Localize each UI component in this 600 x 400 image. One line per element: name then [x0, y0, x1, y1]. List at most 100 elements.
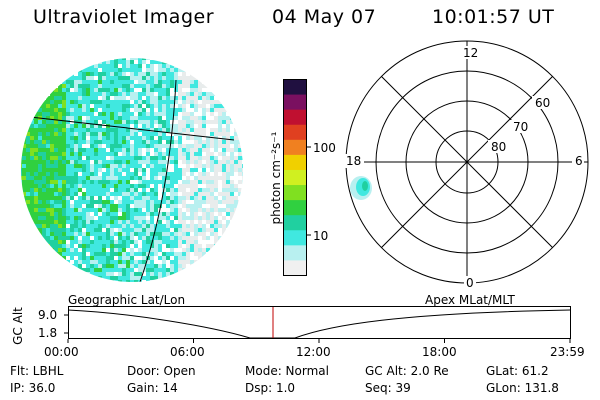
- image-pixel: [38, 144, 42, 148]
- image-pixel: [94, 128, 98, 132]
- image-pixel: [142, 60, 146, 64]
- image-pixel: [54, 192, 58, 196]
- image-pixel: [170, 204, 174, 208]
- image-pixel: [90, 272, 94, 276]
- image-pixel: [230, 204, 234, 208]
- image-pixel: [54, 156, 58, 160]
- image-pixel: [186, 160, 190, 164]
- image-pixel: [222, 208, 226, 212]
- image-pixel: [66, 144, 70, 148]
- image-pixel: [70, 168, 74, 172]
- image-pixel: [106, 224, 110, 228]
- image-pixel: [126, 220, 130, 224]
- image-pixel: [70, 228, 74, 232]
- image-pixel: [190, 196, 194, 200]
- image-pixel: [54, 248, 58, 252]
- image-pixel: [94, 132, 98, 136]
- image-pixel: [74, 132, 78, 136]
- image-pixel: [126, 60, 130, 64]
- image-pixel: [46, 240, 50, 244]
- image-pixel: [26, 176, 30, 180]
- image-pixel: [186, 156, 190, 160]
- image-pixel: [82, 220, 86, 224]
- image-pixel: [122, 216, 126, 220]
- image-pixel: [198, 144, 202, 148]
- image-pixel: [42, 144, 46, 148]
- image-pixel: [126, 112, 130, 116]
- image-pixel: [218, 164, 222, 168]
- image-pixel: [206, 124, 210, 128]
- image-pixel: [146, 220, 150, 224]
- image-pixel: [106, 200, 110, 204]
- image-pixel: [174, 200, 178, 204]
- image-pixel: [162, 128, 166, 132]
- image-pixel: [86, 152, 90, 156]
- image-pixel: [78, 224, 82, 228]
- image-pixel: [186, 252, 190, 256]
- image-pixel: [54, 204, 58, 208]
- image-pixel: [98, 204, 102, 208]
- image-pixel: [158, 192, 162, 196]
- image-pixel: [122, 240, 126, 244]
- image-pixel: [114, 248, 118, 252]
- image-pixel: [198, 228, 202, 232]
- colorbar-segment: [283, 109, 307, 126]
- image-pixel: [110, 264, 114, 268]
- image-pixel: [190, 224, 194, 228]
- image-pixel: [214, 240, 218, 244]
- image-pixel: [86, 204, 90, 208]
- image-pixel: [178, 192, 182, 196]
- image-pixel: [50, 200, 54, 204]
- image-pixel: [146, 120, 150, 124]
- image-pixel: [230, 172, 234, 176]
- image-pixel: [94, 184, 98, 188]
- image-pixel: [94, 212, 98, 216]
- image-pixel: [234, 176, 238, 180]
- image-pixel: [174, 236, 178, 240]
- image-pixel: [122, 136, 126, 140]
- image-pixel: [82, 92, 86, 96]
- image-pixel: [166, 108, 170, 112]
- image-pixel: [126, 144, 130, 148]
- image-pixel: [134, 156, 138, 160]
- image-pixel: [214, 212, 218, 216]
- colorbar-segment: [283, 94, 307, 111]
- image-pixel: [150, 256, 154, 260]
- image-pixel: [222, 228, 226, 232]
- image-pixel: [130, 280, 134, 282]
- image-pixel: [142, 108, 146, 112]
- image-pixel: [218, 216, 222, 220]
- image-pixel: [138, 164, 142, 168]
- image-pixel: [214, 192, 218, 196]
- image-pixel: [158, 92, 162, 96]
- image-pixel: [102, 76, 106, 80]
- image-pixel: [46, 120, 50, 124]
- image-pixel: [110, 92, 114, 96]
- image-pixel: [58, 188, 62, 192]
- image-pixel: [186, 80, 190, 84]
- image-pixel: [86, 180, 90, 184]
- image-pixel: [190, 244, 194, 248]
- image-pixel: [174, 176, 178, 180]
- image-pixel: [102, 60, 106, 64]
- image-pixel: [118, 212, 122, 216]
- image-pixel: [178, 68, 182, 72]
- image-pixel: [118, 76, 122, 80]
- image-pixel: [94, 144, 98, 148]
- image-pixel: [234, 172, 238, 176]
- image-pixel: [78, 152, 82, 156]
- image-pixel: [62, 112, 66, 116]
- image-pixel: [170, 256, 174, 260]
- image-pixel: [22, 192, 26, 196]
- image-pixel: [234, 156, 238, 160]
- image-pixel: [58, 240, 62, 244]
- image-pixel: [74, 164, 78, 168]
- image-pixel: [182, 232, 186, 236]
- image-pixel: [154, 264, 158, 268]
- image-pixel: [170, 68, 174, 72]
- image-pixel: [206, 180, 210, 184]
- image-pixel: [26, 148, 30, 152]
- image-pixel: [150, 108, 154, 112]
- image-pixel: [58, 176, 62, 180]
- image-pixel: [90, 196, 94, 200]
